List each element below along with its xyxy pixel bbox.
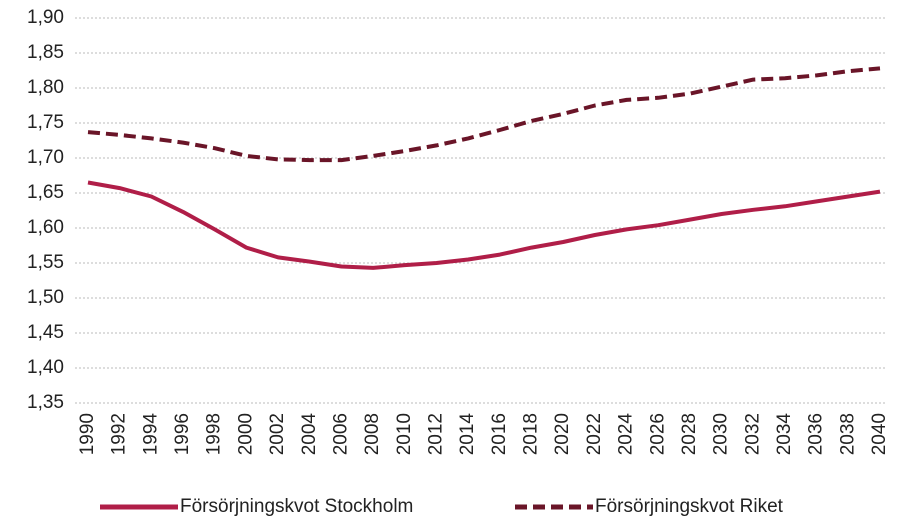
x-tick-label: 2004 (299, 413, 320, 456)
x-tick-label: 1990 (77, 413, 98, 455)
x-tick-label: 2026 (647, 413, 668, 455)
x-tick-label: 2000 (235, 413, 256, 455)
x-tick-label: 2036 (806, 413, 827, 455)
x-tick-label: 1996 (172, 413, 193, 455)
y-tick-label: 1,75 (27, 112, 64, 133)
y-tick-label: 1,55 (27, 252, 64, 273)
x-tick-label: 2040 (869, 413, 890, 455)
x-tick-label: 2024 (616, 413, 637, 456)
x-tick-label: 2028 (679, 413, 700, 455)
x-tick-label: 2038 (837, 413, 858, 455)
series-line (87, 180, 881, 270)
x-tick-label: 2022 (584, 413, 605, 455)
x-tick-label: 2030 (711, 413, 732, 455)
legend-label: Försörjningskvot Riket (595, 496, 784, 517)
x-tick-label: 2012 (425, 413, 446, 455)
y-tick-label: 1,50 (27, 287, 64, 308)
x-tick-label: 2034 (774, 413, 795, 456)
x-tick-label: 2016 (489, 413, 510, 455)
x-tick-label: 2002 (267, 413, 288, 455)
y-tick-label: 1,65 (27, 182, 64, 203)
y-tick-label: 1,70 (27, 147, 64, 168)
x-tick-label: 2020 (552, 413, 573, 455)
legend-label: Försörjningskvot Stockholm (180, 496, 413, 517)
y-tick-label: 1,60 (27, 217, 64, 238)
y-tick-label: 1,35 (27, 392, 64, 413)
x-tick-label: 1998 (204, 413, 225, 455)
y-tick-label: 1,80 (27, 77, 64, 98)
y-tick-label: 1,45 (27, 322, 64, 343)
x-tick-label: 2006 (330, 413, 351, 455)
x-tick-label: 1994 (140, 413, 161, 456)
x-tick-label: 2014 (457, 413, 478, 456)
x-tick-label: 2010 (394, 413, 415, 455)
x-tick-label: 2008 (362, 413, 383, 455)
y-tick-label: 1,85 (27, 42, 64, 63)
x-tick-label: 1992 (109, 413, 130, 455)
x-tick-label: 2032 (742, 413, 763, 455)
y-tick-label: 1,40 (27, 357, 64, 378)
y-tick-label: 1,90 (27, 7, 64, 28)
series-line (87, 66, 881, 163)
x-tick-label: 2018 (521, 413, 542, 455)
